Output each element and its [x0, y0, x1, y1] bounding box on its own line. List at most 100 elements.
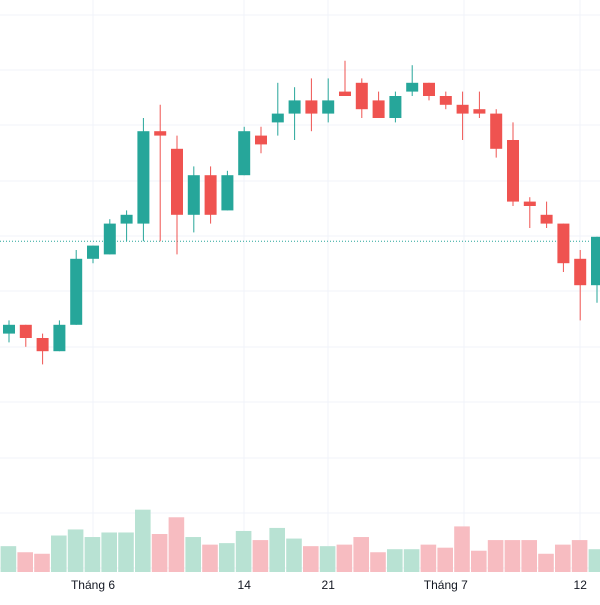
candle-body — [36, 338, 49, 352]
volume-bar — [588, 549, 600, 572]
volume-bar — [0, 546, 17, 572]
volume-bar — [219, 543, 235, 572]
candle[interactable] — [3, 320, 15, 343]
candle[interactable] — [372, 91, 385, 118]
candle[interactable] — [19, 324, 32, 347]
candle-body — [406, 82, 419, 92]
volume-bar — [454, 526, 470, 572]
grid-lines — [0, 0, 600, 572]
candle-body — [456, 104, 469, 114]
candle-body — [322, 100, 335, 114]
candle-body — [187, 175, 200, 215]
candle-body — [19, 324, 32, 338]
candle-body — [507, 140, 519, 202]
candle-body — [355, 82, 368, 110]
candle[interactable] — [271, 82, 284, 136]
candle[interactable] — [540, 201, 553, 228]
candle[interactable] — [305, 78, 318, 132]
candle[interactable] — [490, 109, 503, 158]
volume-bar — [252, 540, 269, 572]
candle-body — [87, 245, 99, 259]
candle-body — [221, 175, 234, 211]
candle[interactable] — [204, 166, 217, 224]
candle-body — [255, 135, 267, 145]
volume-bar — [84, 537, 101, 572]
volume-bar — [185, 537, 201, 572]
candle[interactable] — [187, 166, 200, 233]
candle-body — [120, 214, 133, 224]
volume-bar — [118, 532, 134, 572]
candle-body — [439, 96, 452, 105]
x-tick-label: Tháng 7 — [424, 578, 468, 592]
candle[interactable] — [120, 210, 133, 242]
candle[interactable] — [87, 245, 99, 264]
volume-bar — [202, 544, 218, 572]
candle[interactable] — [355, 78, 368, 118]
candle[interactable] — [473, 91, 486, 118]
candle[interactable] — [171, 135, 183, 255]
candle-body — [490, 113, 503, 149]
candle[interactable] — [389, 91, 402, 123]
candle-body — [171, 148, 183, 215]
candle[interactable] — [238, 126, 251, 176]
candle-body — [557, 223, 570, 264]
candle-body — [70, 258, 83, 325]
candle-body — [154, 131, 167, 136]
volume-bar — [370, 552, 386, 572]
volume-bar — [303, 546, 319, 572]
candle-body — [238, 131, 251, 176]
candle-body — [423, 82, 435, 96]
candle[interactable] — [221, 170, 234, 211]
candle[interactable] — [322, 78, 335, 123]
candle[interactable] — [574, 250, 587, 321]
volume-bar — [336, 544, 353, 572]
volume-bar — [420, 544, 437, 572]
candle[interactable] — [439, 91, 452, 110]
candle[interactable] — [137, 118, 150, 242]
candle-body — [372, 100, 385, 118]
volume-bar — [269, 527, 285, 572]
x-tick-label: 21 — [322, 578, 336, 592]
candle[interactable] — [557, 223, 570, 272]
candle[interactable] — [288, 87, 301, 140]
volume-bar — [437, 547, 453, 572]
candle[interactable] — [103, 219, 116, 255]
candle-body — [540, 214, 553, 224]
volume-bar — [168, 517, 185, 572]
candle[interactable] — [154, 104, 167, 242]
volume-bar — [101, 532, 117, 572]
candle[interactable] — [456, 91, 469, 140]
candle[interactable] — [591, 236, 600, 303]
candle[interactable] — [339, 60, 351, 96]
candle[interactable] — [255, 126, 267, 154]
x-axis: Tháng 6 14 21 Tháng 7 12 — [71, 578, 587, 592]
candle-body — [339, 91, 351, 96]
candle-body — [473, 109, 486, 114]
candle[interactable] — [507, 122, 519, 206]
candle-body — [574, 258, 587, 286]
candle[interactable] — [423, 82, 435, 101]
candle[interactable] — [70, 250, 83, 325]
volume-bar — [555, 544, 571, 572]
x-tick-label: Tháng 6 — [71, 578, 115, 592]
x-tick-label: 14 — [238, 578, 252, 592]
volume-bar — [51, 535, 67, 572]
candle-body — [103, 223, 116, 255]
volume-bar — [521, 540, 537, 572]
volume-bar — [286, 538, 302, 572]
candle[interactable] — [36, 333, 49, 365]
candle[interactable] — [53, 320, 66, 352]
volume-bar — [235, 530, 252, 572]
candle[interactable] — [523, 197, 536, 228]
volume-bar — [34, 553, 50, 572]
volume-bar — [319, 546, 336, 572]
candles — [3, 60, 600, 365]
candle-body — [271, 113, 284, 123]
candle-body — [288, 100, 301, 114]
candle-body — [204, 175, 217, 215]
candle[interactable] — [406, 65, 419, 96]
volume-bar — [387, 549, 403, 572]
volume-bar — [17, 552, 33, 572]
